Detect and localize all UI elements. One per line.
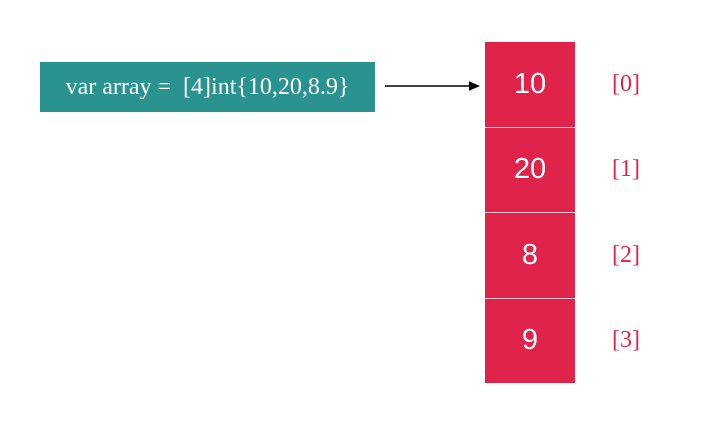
array-column: 10 20 8 9 xyxy=(485,42,575,383)
index-label-2: [2] xyxy=(612,241,640,268)
array-cell-2: 8 xyxy=(485,212,575,298)
array-cell-value: 9 xyxy=(521,324,539,357)
array-cell-0: 10 xyxy=(485,42,575,127)
array-cell-value: 20 xyxy=(513,153,547,186)
index-label-1: [1] xyxy=(612,156,640,183)
index-label-column: [0] [1] [2] [3] xyxy=(597,42,655,383)
array-declaration-box: var array = [4]int{10,20,8.9} xyxy=(40,62,375,112)
array-declaration-code: var array = [4]int{10,20,8.9} xyxy=(65,73,350,100)
index-label-0: [0] xyxy=(612,71,640,98)
array-cell-value: 10 xyxy=(513,67,547,100)
array-cell-1: 20 xyxy=(485,126,575,212)
right-arrow-icon xyxy=(385,81,480,91)
index-label-3: [3] xyxy=(612,326,640,353)
array-cell-3: 9 xyxy=(485,297,575,383)
array-cell-value: 8 xyxy=(521,238,539,271)
